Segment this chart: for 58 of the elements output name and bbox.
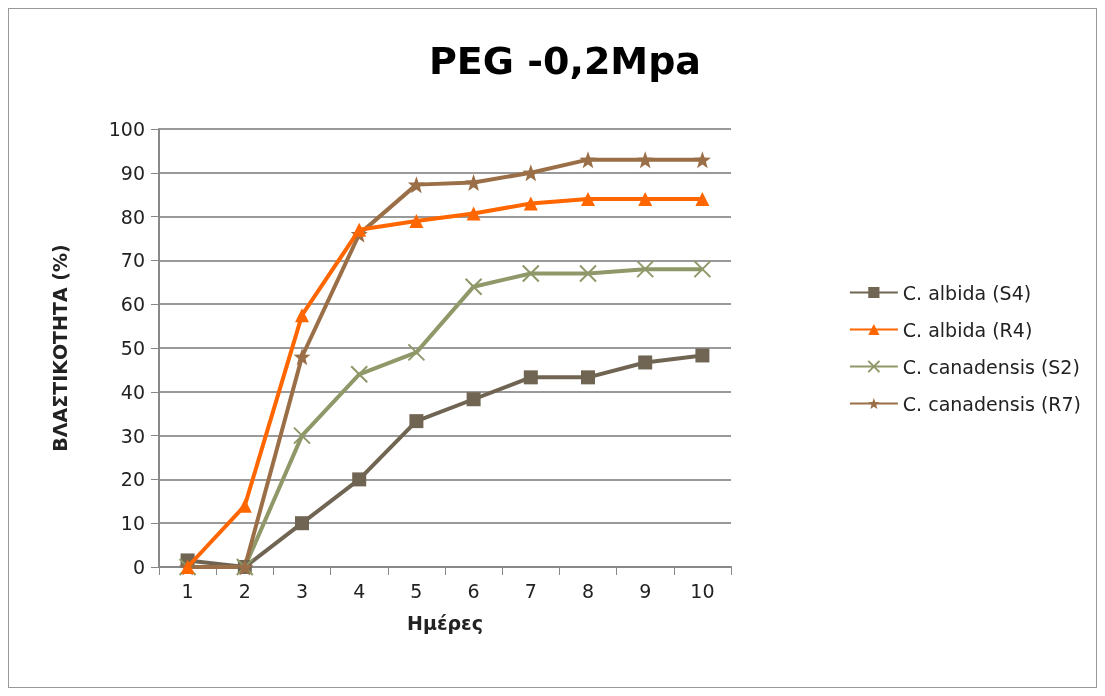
point (352, 222, 367, 237)
point (237, 498, 252, 513)
point (295, 516, 309, 531)
x-tick-label: 10 (690, 579, 715, 602)
y-tick-label: 100 (108, 118, 145, 140)
x-tick-label: 8 (581, 579, 595, 602)
legend-label: C. canadensis (S2) (902, 355, 1080, 378)
x-axis-title: Ημέρες (407, 611, 483, 634)
x-tick-label: 9 (639, 579, 652, 602)
y-tick-label: 70 (120, 249, 145, 272)
point (521, 264, 540, 283)
x-tick-label: 2 (238, 579, 251, 602)
point (579, 151, 597, 169)
point (466, 392, 481, 407)
y-tick-label: 0 (132, 556, 145, 578)
point (293, 348, 311, 366)
legend-label: C. canadensis (R7) (902, 392, 1082, 415)
point (581, 192, 595, 207)
y-tick-label: 30 (120, 424, 145, 447)
y-tick-label: 80 (120, 205, 145, 228)
y-tick-label: 40 (120, 380, 145, 403)
point (409, 414, 424, 429)
point (352, 472, 367, 487)
point (466, 206, 481, 221)
point (350, 365, 369, 384)
point (293, 426, 311, 445)
point (409, 213, 424, 228)
point (407, 343, 426, 362)
y-tick-label: 50 (120, 337, 145, 359)
x-tick-label: 7 (524, 579, 537, 602)
point (695, 348, 710, 363)
point (581, 370, 595, 385)
point (523, 196, 538, 211)
x-tick-label: 4 (353, 579, 366, 602)
legend-label: C. albida (S4) (902, 281, 1032, 304)
point (579, 264, 597, 283)
y-tick-label: 90 (120, 161, 145, 184)
point (638, 192, 653, 207)
y-tick-label: 20 (120, 468, 145, 491)
legend-label: C. albida (R4) (902, 318, 1033, 341)
x-tick-label: 5 (410, 579, 423, 602)
x-tick-label: 3 (295, 579, 309, 602)
point (523, 370, 538, 385)
point (464, 277, 483, 296)
point (695, 192, 710, 207)
point (295, 308, 309, 323)
y-tick-label: 10 (120, 512, 145, 535)
point (693, 260, 712, 279)
y-tick-label: 60 (120, 293, 145, 316)
point (693, 151, 711, 169)
x-tick-label: 6 (467, 579, 480, 602)
chart-title: PEG -0,2Mpa (429, 39, 701, 83)
x-tick-label: 1 (181, 579, 194, 602)
point (636, 260, 655, 279)
y-axis-title: ΒΛΑΣΤΙΚΟΤΗΤΑ (%) (48, 244, 71, 452)
point (407, 176, 425, 194)
point (638, 355, 653, 370)
point (636, 151, 654, 169)
